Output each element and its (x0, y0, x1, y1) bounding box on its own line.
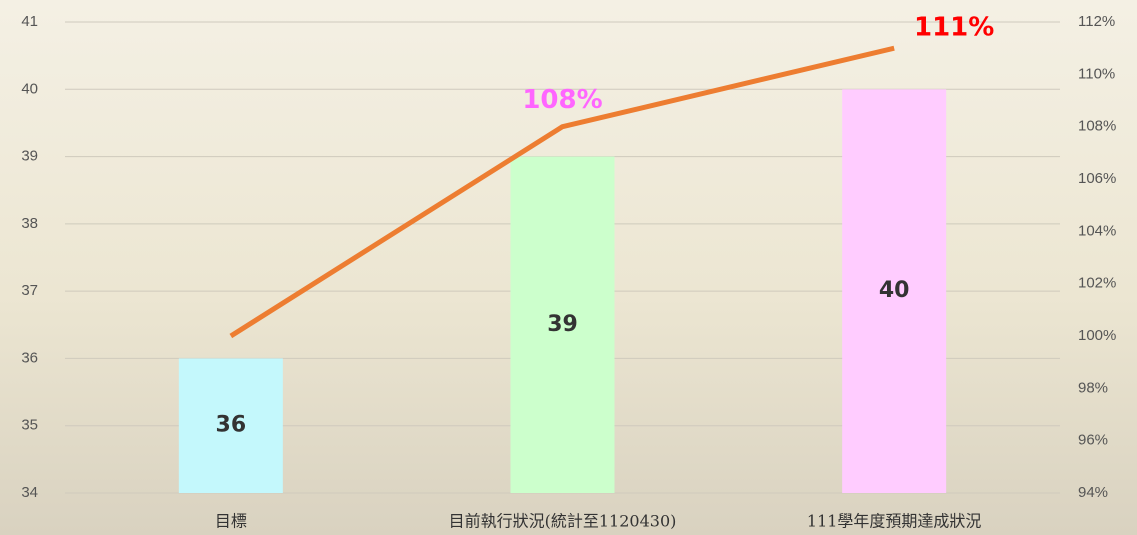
y2-tick-label: 112% (1078, 13, 1115, 30)
y-tick-label: 39 (21, 148, 38, 165)
x-tick-label: 111學年度預期達成狀況 (807, 512, 982, 531)
bar (842, 89, 947, 494)
y2-tick-label: 100% (1078, 327, 1116, 344)
y-tick-label: 41 (21, 13, 38, 30)
x-tick-label: 目前執行狀況(統計至1120430) (449, 512, 677, 531)
y2-tick-label: 106% (1078, 170, 1116, 187)
bar (510, 156, 615, 494)
y2-tick-label: 102% (1078, 275, 1116, 292)
y-tick-label: 34 (21, 484, 38, 501)
y-tick-label: 37 (21, 282, 38, 299)
bar (178, 358, 283, 493)
y-tick-label: 38 (21, 215, 38, 232)
y-tick-label: 35 (21, 417, 38, 434)
bar-label: 39 (547, 312, 578, 337)
y2-tick-label: 104% (1078, 222, 1116, 239)
y2-tick-label: 96% (1078, 432, 1108, 449)
y-tick-label: 36 (21, 349, 38, 366)
line-label: 111% (914, 13, 994, 43)
y2-tick-label: 94% (1078, 484, 1108, 501)
y-tick-label: 40 (21, 80, 38, 97)
y2-tick-label: 108% (1078, 118, 1116, 135)
line (229, 45, 895, 339)
line-label: 108% (522, 85, 602, 115)
y2-tick-label: 98% (1078, 379, 1108, 396)
y2-tick-label: 110% (1078, 65, 1115, 82)
x-tick-label: 目標 (215, 512, 247, 531)
bar-label: 36 (216, 413, 247, 438)
bar-label: 40 (879, 278, 910, 303)
